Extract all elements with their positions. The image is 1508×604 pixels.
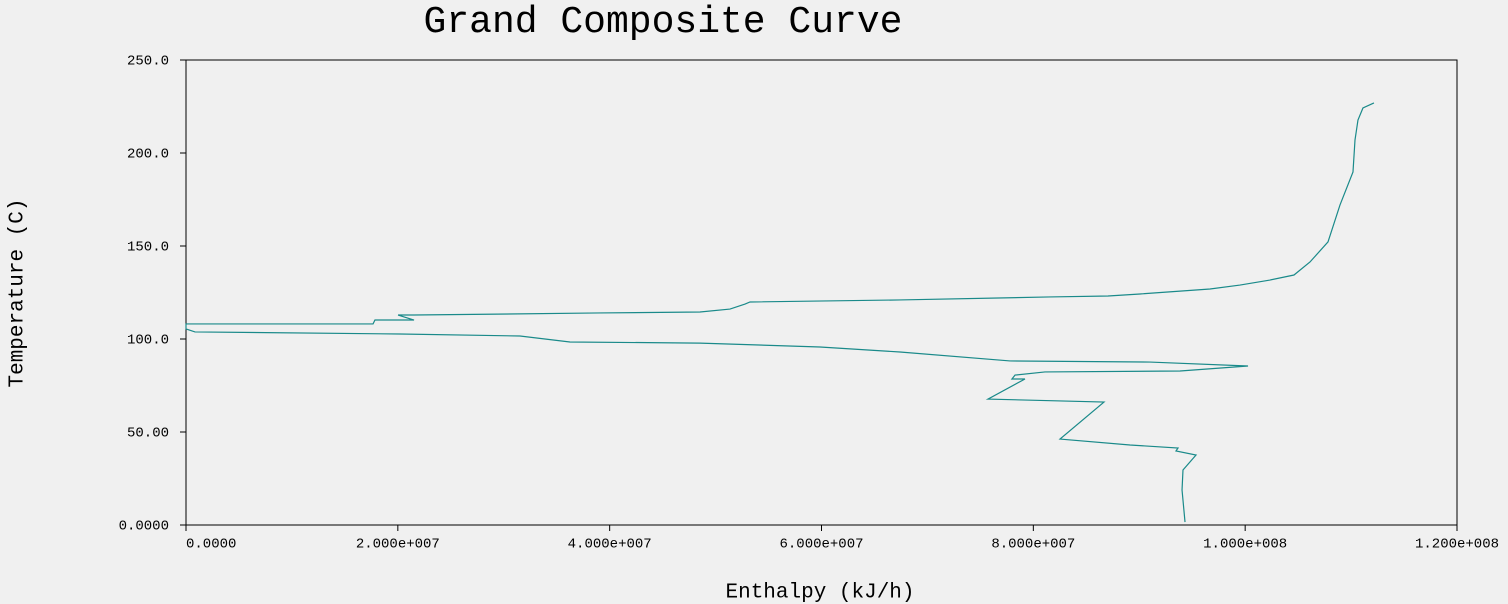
x-tick-label: 1.000e+008 <box>1203 537 1287 553</box>
x-tick-label: 6.000e+007 <box>779 537 863 553</box>
y-tick-label: 100.0 <box>127 333 169 349</box>
chart-title: Grand Composite Curve <box>424 1 903 44</box>
x-tick-label: 1.200e+008 <box>1415 537 1499 553</box>
x-axis-label: Enthalpy (kJ/h) <box>725 582 914 604</box>
y-tick-label: 250.0 <box>127 54 169 70</box>
y-tick-label: 0.0000 <box>119 519 169 535</box>
x-tick-label: 8.000e+007 <box>991 537 1075 553</box>
y-tick-label: 50.00 <box>127 426 169 442</box>
y-axis-label: Temperature (C) <box>7 198 30 387</box>
x-tick-label: 4.000e+007 <box>568 537 652 553</box>
x-tick-label: 2.000e+007 <box>356 537 440 553</box>
curve-line <box>185 102 1375 523</box>
x-tick-label: 0.0000 <box>186 537 236 553</box>
y-tick-label: 150.0 <box>127 240 169 256</box>
y-tick-label: 200.0 <box>127 147 169 163</box>
